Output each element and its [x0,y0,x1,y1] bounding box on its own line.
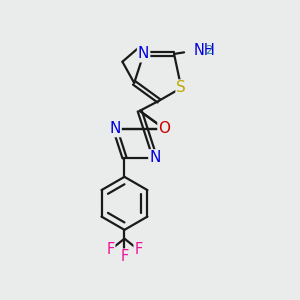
Text: F: F [106,242,115,257]
Text: N: N [149,150,160,165]
Text: NH: NH [194,43,215,58]
Text: O: O [158,121,170,136]
Text: 2: 2 [205,44,212,57]
Text: S: S [176,80,186,95]
Text: F: F [120,249,129,264]
Text: F: F [134,242,143,257]
Text: N: N [110,121,121,136]
Text: N: N [138,46,149,62]
